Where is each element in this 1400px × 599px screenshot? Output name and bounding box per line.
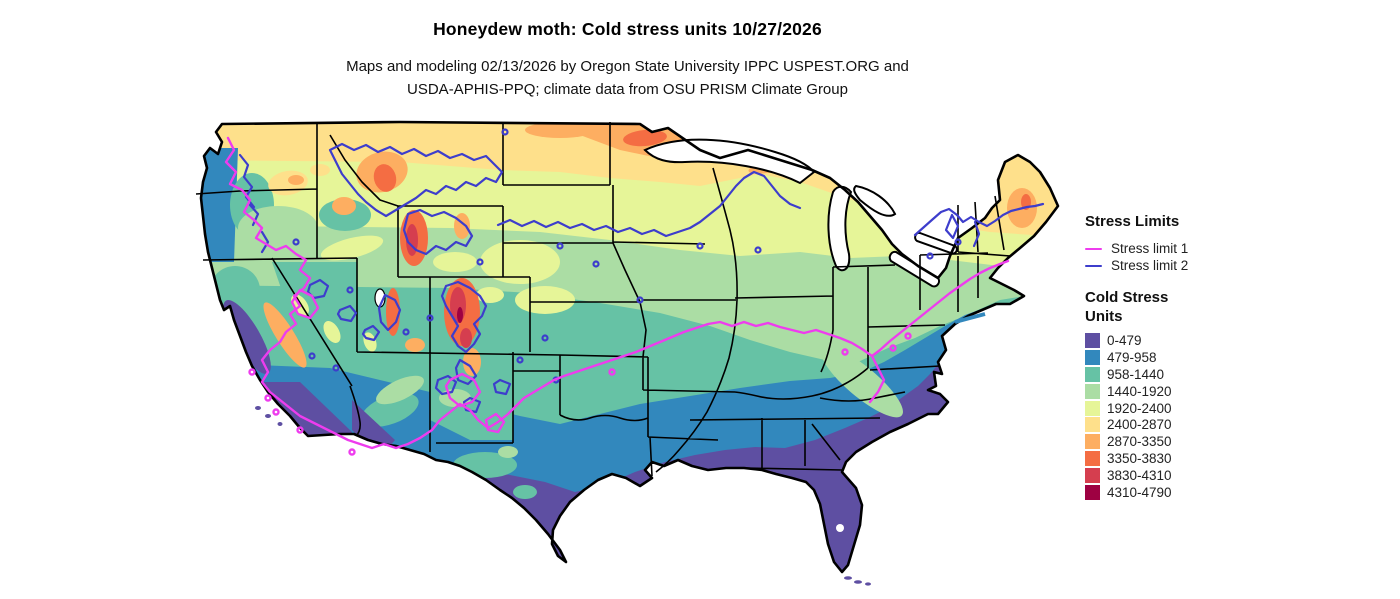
cold-stress-class-swatch <box>1085 434 1100 450</box>
cold-stress-class-swatch <box>1085 383 1100 399</box>
lake-huron <box>853 184 897 217</box>
legend-panel: Stress Limits Stress limit 1 Stress limit… <box>1085 212 1285 501</box>
patches-teal <box>210 173 895 499</box>
page-title: Honeydew moth: Cold stress units 10/27/2… <box>433 19 822 39</box>
stress-limit-legend-item: Stress limit 2 <box>1085 257 1285 274</box>
cold-stress-class-range: 958-1440 <box>1107 366 1165 382</box>
subtitle-line-1: Maps and modeling 02/13/2026 by Oregon S… <box>346 58 909 75</box>
map-subtitle: Maps and modeling 02/13/2026 by Oregon S… <box>0 55 1255 101</box>
cold-stress-class-swatch <box>1085 400 1100 416</box>
cold-stress-class-swatch <box>1085 451 1100 467</box>
patches-darkest-red <box>457 307 463 323</box>
cold-stress-class-item: 3350-3830 <box>1085 450 1285 467</box>
stress-limit-2-spot-contours <box>292 128 962 384</box>
cold-stress-units-heading: Cold Stress Units <box>1085 288 1285 326</box>
great-lakes <box>374 138 958 532</box>
state-borders <box>195 122 1011 477</box>
cold-stress-class-swatch <box>1085 366 1100 382</box>
cold-stress-class-swatch <box>1085 417 1100 433</box>
lake-erie <box>888 250 941 288</box>
cold-stress-class-range: 1920-2400 <box>1107 400 1172 416</box>
cold-stress-class-swatch <box>1085 468 1100 484</box>
stress-limits-heading: Stress Limits <box>1085 213 1180 230</box>
stress-limit-1-spot-contours <box>248 332 912 456</box>
cold-stress-class-item: 958-1440 <box>1085 366 1285 383</box>
lake-okeechobee <box>836 524 844 532</box>
cold-stress-class-range: 2870-3350 <box>1107 434 1172 450</box>
raster-fill-layers <box>201 122 1058 572</box>
stress-limit-label: Stress limit 2 <box>1111 258 1189 273</box>
cold-stress-class-item: 1440-1920 <box>1085 383 1285 400</box>
long-island <box>954 312 986 324</box>
cold-stress-class-rows: 0-479 479-958 958-1440 1440-1920 1920-2400 24… <box>1085 332 1285 501</box>
cold-stress-class-range: 1440-1920 <box>1107 383 1172 399</box>
stress-limit-2-contours <box>238 128 1045 414</box>
us-coast-outline <box>199 120 1060 574</box>
title-block: Honeydew moth: Cold stress units 10/27/2… <box>0 19 1255 40</box>
cold-stress-class-item: 479-958 <box>1085 349 1285 366</box>
cold-stress-class-range: 0-479 <box>1107 332 1142 348</box>
stress-limit-line-sample <box>1085 247 1102 250</box>
cold-stress-class-item: 2870-3350 <box>1085 433 1285 450</box>
cold-stress-class-swatch <box>1085 484 1100 500</box>
cold-stress-class-item: 4310-4790 <box>1085 484 1285 501</box>
cold-stress-class-item: 1920-2400 <box>1085 400 1285 417</box>
cold-stress-heading-line-1: Cold Stress <box>1085 289 1169 306</box>
cold-stress-class-range: 4310-4790 <box>1107 484 1172 500</box>
cold-stress-class-item: 0-479 <box>1085 332 1285 349</box>
stress-limit-line-sample <box>1085 264 1102 267</box>
cold-stress-class-range: 2400-2870 <box>1107 417 1172 433</box>
lake-michigan <box>827 185 853 272</box>
stress-limit-label: Stress limit 1 <box>1111 241 1189 256</box>
offshore-islands <box>255 312 986 586</box>
subtitle-line-2: USDA-APHIS-PPQ; climate data from OSU PR… <box>407 81 848 98</box>
cold-stress-class-swatch <box>1085 349 1100 365</box>
stress-limit-1-contours <box>224 136 1010 456</box>
cold-stress-class-range: 479-958 <box>1107 349 1157 365</box>
cold-stress-class-range: 3830-4310 <box>1107 468 1172 484</box>
cold-stress-class-swatch <box>1085 332 1100 348</box>
cold-stress-class-range: 3350-3830 <box>1107 451 1172 467</box>
cold-stress-class-item: 3830-4310 <box>1085 467 1285 484</box>
cold-stress-heading-line-2: Units <box>1085 308 1123 325</box>
cold-stress-class-item: 2400-2870 <box>1085 416 1285 433</box>
stress-limit-legend-item: Stress limit 1 <box>1085 240 1285 257</box>
stress-limits-rows: Stress limit 1 Stress limit 2 <box>1085 240 1285 274</box>
